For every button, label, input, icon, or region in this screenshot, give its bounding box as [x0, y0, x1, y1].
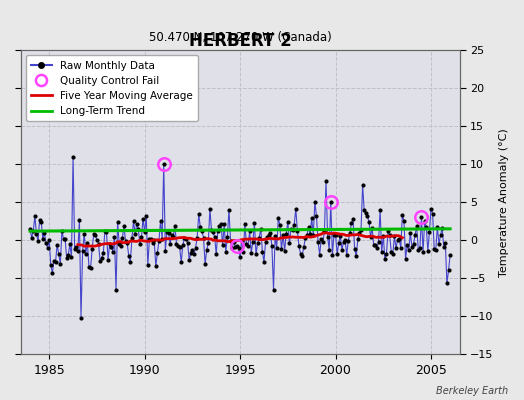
Y-axis label: Temperature Anomaly (°C): Temperature Anomaly (°C) [499, 128, 509, 276]
Title: HERBERT 2: HERBERT 2 [189, 32, 291, 50]
Legend: Raw Monthly Data, Quality Control Fail, Five Year Moving Average, Long-Term Tren: Raw Monthly Data, Quality Control Fail, … [26, 55, 198, 122]
Text: 50.470 N, 107.270 W (Canada): 50.470 N, 107.270 W (Canada) [149, 31, 332, 44]
Text: Berkeley Earth: Berkeley Earth [436, 386, 508, 396]
